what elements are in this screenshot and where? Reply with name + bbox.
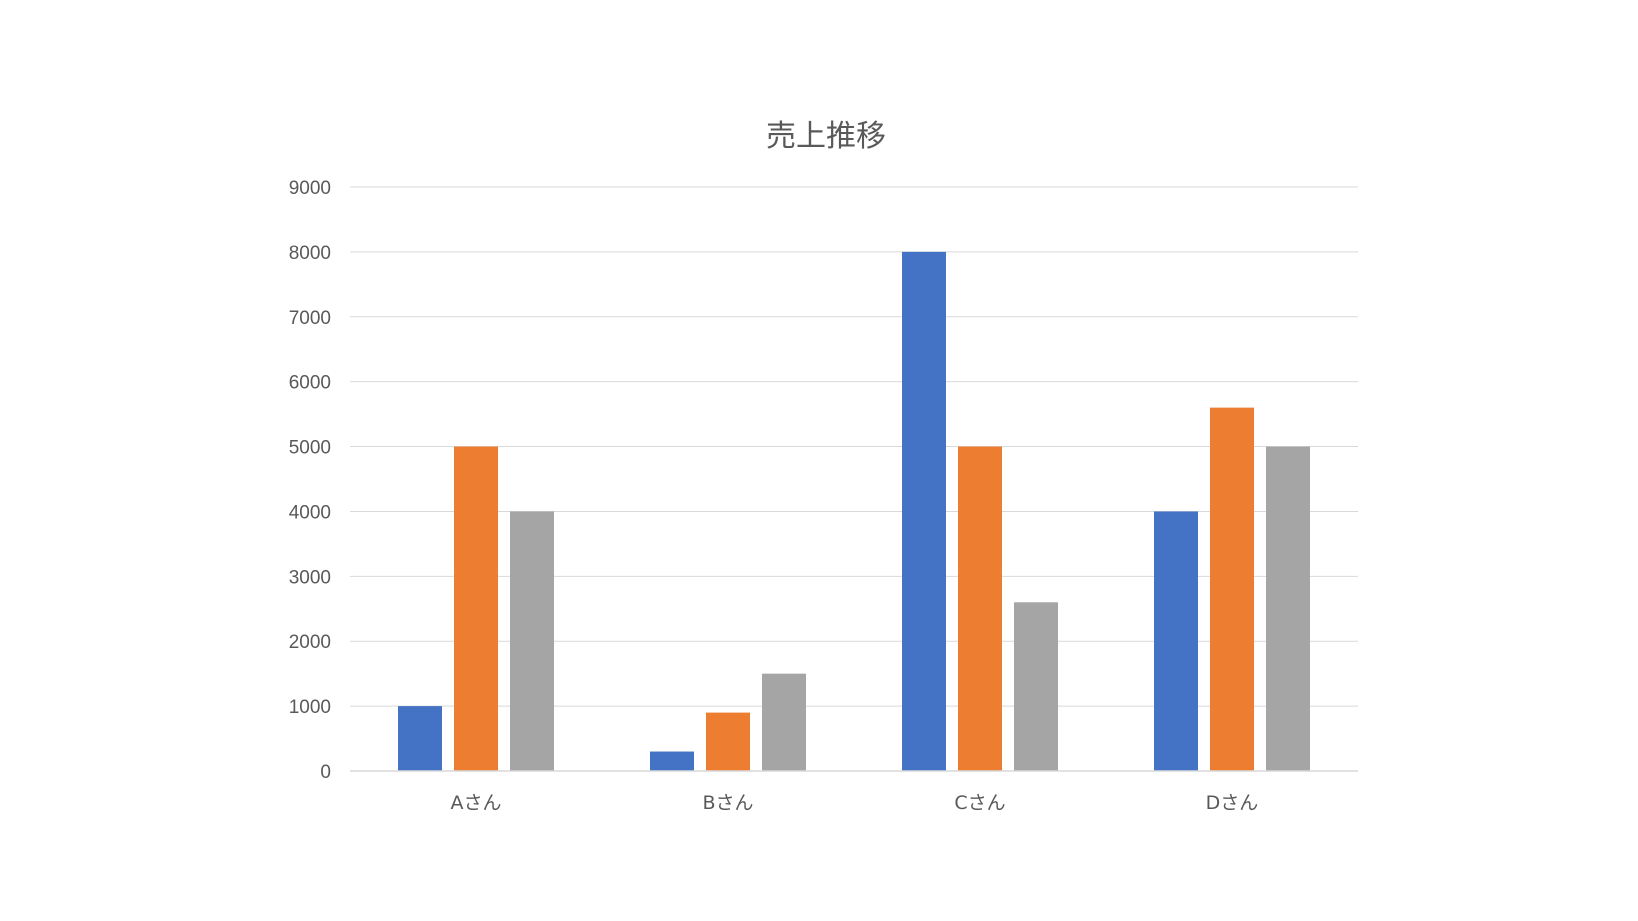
bar-3-series-1 bbox=[902, 251, 946, 771]
y-tick-label: 0 bbox=[320, 762, 331, 783]
bar-3-series-2 bbox=[958, 446, 1002, 771]
y-tick-label: 3000 bbox=[289, 567, 331, 588]
y-tick-label: 4000 bbox=[289, 502, 331, 523]
gridlines bbox=[350, 186, 1358, 707]
bar-4-series-3 bbox=[1266, 446, 1310, 771]
y-tick-label: 1000 bbox=[289, 697, 331, 718]
bar-4-series-1 bbox=[1154, 511, 1198, 771]
bar-2-series-2 bbox=[706, 712, 750, 771]
x-category-label: Dさん bbox=[1206, 792, 1259, 814]
y-tick-label: 2000 bbox=[289, 632, 331, 653]
bar-4-series-2 bbox=[1210, 407, 1254, 771]
y-tick-label: 9000 bbox=[289, 178, 331, 199]
x-category-label: Cさん bbox=[954, 792, 1005, 814]
bar-2-series-1 bbox=[650, 751, 694, 771]
bar-2-series-3 bbox=[762, 673, 806, 771]
bar-3-series-3 bbox=[1014, 602, 1058, 771]
bars bbox=[398, 251, 1310, 771]
bar-1-series-2 bbox=[454, 446, 498, 771]
bar-1-series-1 bbox=[398, 706, 442, 771]
y-tick-label: 8000 bbox=[289, 243, 331, 264]
y-tick-label: 7000 bbox=[289, 308, 331, 329]
y-tick-label: 5000 bbox=[289, 438, 331, 459]
x-category-label: Bさん bbox=[702, 792, 753, 814]
y-tick-label: 6000 bbox=[289, 373, 331, 394]
x-axis-category-labels: Aさん Bさん Cさん Dさん bbox=[451, 792, 1259, 814]
chart-title: 売上推移 bbox=[766, 119, 886, 154]
x-category-label: Aさん bbox=[451, 792, 502, 814]
y-axis-tick-labels: 0 1000 2000 3000 4000 5000 6000 7000 8000 9000 bbox=[289, 178, 331, 783]
bar-1-series-3 bbox=[510, 511, 554, 771]
